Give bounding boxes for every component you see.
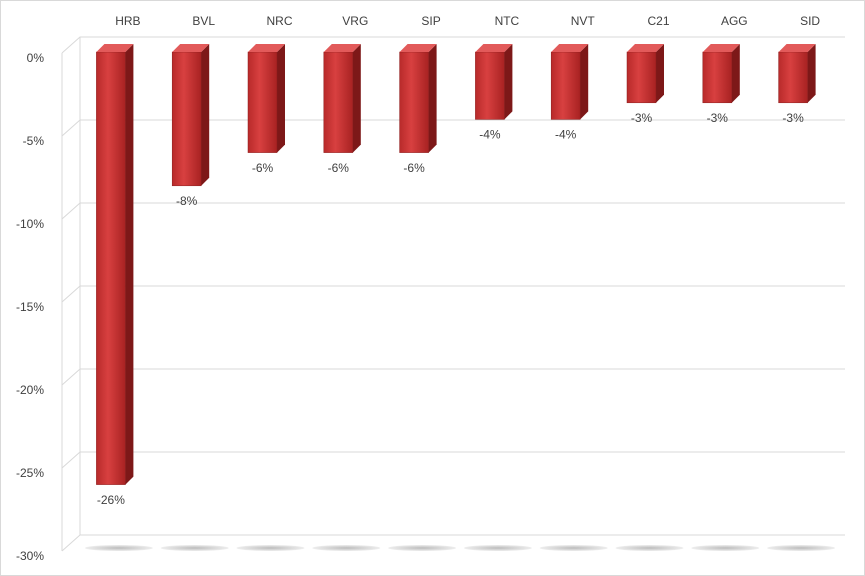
y-tick-label: -15% — [16, 300, 44, 314]
bar-top — [475, 44, 513, 52]
bar-front — [550, 51, 581, 120]
floor-shadow — [767, 545, 836, 551]
x-tick-label: SID — [800, 14, 820, 28]
bar — [702, 44, 740, 104]
floor-shadow — [615, 545, 684, 551]
bar — [96, 44, 134, 485]
bar-side — [125, 44, 134, 485]
bar — [550, 44, 589, 120]
value-label: -6% — [252, 161, 274, 175]
bar — [475, 44, 513, 120]
x-tick-label: NTC — [495, 14, 520, 28]
value-label: -8% — [176, 194, 198, 208]
value-label: -3% — [631, 111, 653, 125]
x-tick-label: SIP — [421, 14, 440, 28]
bar-side — [201, 44, 210, 186]
bar-front — [247, 51, 278, 153]
value-label: -26% — [97, 493, 125, 507]
x-tick-label: VRG — [342, 14, 368, 28]
floor-shadow — [84, 545, 153, 551]
bar-front — [399, 51, 429, 153]
bar-side — [731, 44, 740, 103]
bar — [399, 44, 437, 153]
bar-top — [172, 44, 210, 52]
bar-side — [277, 44, 285, 153]
bar — [323, 44, 361, 153]
bar-side — [352, 44, 361, 153]
bar-top — [627, 44, 664, 52]
bar — [626, 44, 664, 104]
y-tick-label: -10% — [16, 217, 44, 231]
x-tick-label: HRB — [115, 14, 140, 28]
y-tick-label: 0% — [27, 51, 45, 65]
bar-front — [626, 51, 657, 104]
y-tick-label: -5% — [23, 134, 45, 148]
bar-top — [551, 44, 589, 52]
x-tick-label: NRC — [267, 14, 293, 28]
bar-side — [428, 44, 437, 153]
x-tick-label: BVL — [192, 14, 215, 28]
bar-top — [399, 44, 437, 52]
bar — [247, 44, 285, 153]
bar-front — [96, 51, 126, 485]
floor-shadow — [312, 545, 381, 551]
bar-top — [96, 44, 134, 52]
y-tick-label: -30% — [16, 549, 44, 563]
bar-top — [702, 44, 740, 52]
value-label: -3% — [782, 111, 804, 125]
bar-top — [323, 44, 361, 52]
bar — [778, 44, 816, 104]
bar-front — [323, 51, 354, 153]
bar-side — [656, 44, 664, 103]
bar-side — [580, 44, 589, 120]
bar-front — [778, 51, 808, 104]
floor-shadow — [236, 545, 305, 551]
floor-shadow — [463, 545, 532, 551]
bar — [171, 44, 210, 187]
value-label: -6% — [328, 161, 350, 175]
value-label: -4% — [555, 128, 577, 142]
floor-shadow — [160, 545, 229, 551]
floor-shadow — [691, 545, 760, 551]
x-tick-label: C21 — [647, 14, 669, 28]
y-tick-label: -25% — [16, 466, 44, 480]
bar-side — [504, 44, 513, 120]
y-tick-label: -20% — [16, 383, 44, 397]
floor-shadow — [388, 545, 457, 551]
value-label: -6% — [403, 161, 425, 175]
bar-side — [807, 44, 816, 103]
bar-front — [171, 51, 202, 187]
bar-front — [475, 51, 505, 120]
bar-top — [778, 44, 816, 52]
value-label: -4% — [479, 128, 501, 142]
bar-front — [702, 51, 733, 104]
value-label: -3% — [707, 111, 729, 125]
floor-shadow — [539, 545, 608, 551]
x-tick-label: NVT — [571, 14, 596, 28]
bar-top — [248, 44, 285, 52]
x-tick-label: AGG — [721, 14, 748, 28]
